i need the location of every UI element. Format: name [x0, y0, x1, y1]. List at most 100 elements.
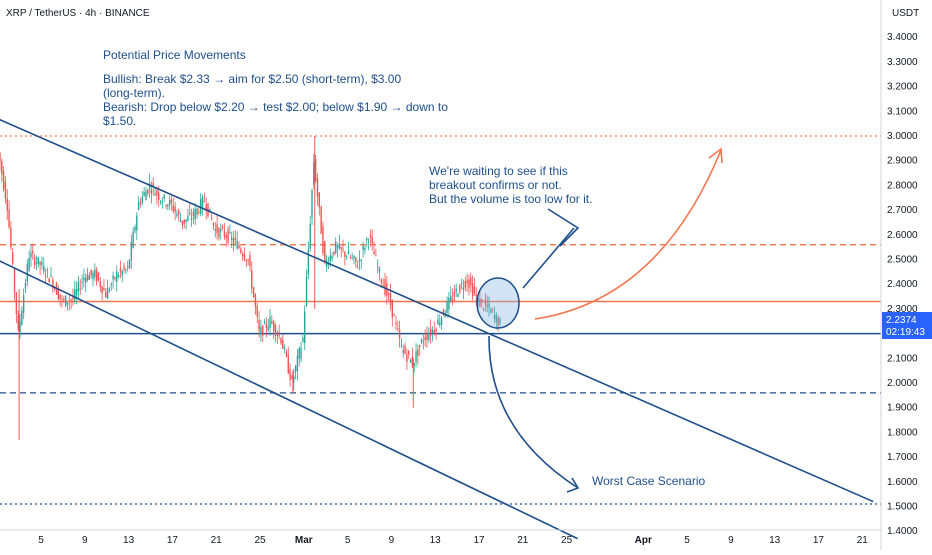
candle-body: [143, 192, 145, 196]
candle-body: [446, 301, 448, 313]
candle-body: [172, 205, 175, 212]
candle-body: [15, 292, 18, 315]
time-tick-label: 21: [211, 535, 223, 546]
time-tick-label: 9: [728, 535, 734, 546]
candle-body: [236, 241, 238, 249]
candle-body: [367, 240, 370, 242]
candle-body: [491, 308, 494, 310]
candle-body: [97, 272, 100, 281]
candle-body: [387, 293, 390, 295]
waiting-note-line-2: breakout confirms or not.: [429, 178, 562, 192]
candle-body: [1, 161, 3, 175]
candle-body: [181, 220, 184, 226]
candle-body: [216, 224, 218, 234]
candle-body: [360, 259, 362, 261]
price-tick-label: 2.5000: [887, 255, 918, 266]
candle-body: [291, 376, 293, 378]
candle-body: [329, 255, 331, 262]
candle-body: [466, 280, 468, 284]
horizontal-levels: [0, 135, 881, 505]
candle-body: [406, 354, 408, 362]
candle-body: [218, 228, 220, 238]
candle-body: [86, 274, 89, 281]
candle-body: [262, 325, 264, 336]
candle-body: [207, 203, 209, 217]
candle-body: [123, 266, 125, 270]
candle-body: [243, 254, 246, 260]
candle-body: [296, 355, 299, 371]
candle-body: [205, 204, 207, 212]
candle-body: [287, 354, 289, 374]
candle-body: [400, 345, 403, 347]
candle-body: [302, 337, 304, 342]
candle-body: [429, 328, 432, 336]
candle-body: [366, 238, 368, 240]
candle-body: [187, 216, 189, 221]
time-tick-label: 25: [254, 535, 266, 546]
candle-body: [75, 289, 78, 296]
candle-body: [203, 201, 206, 203]
candle-body: [431, 329, 434, 334]
candle-body: [479, 298, 481, 307]
candle-body: [322, 226, 324, 254]
candle-body: [428, 335, 430, 340]
candle-body: [267, 326, 269, 331]
price-tick-label: 3.0000: [887, 131, 918, 142]
channel-upper[interactable]: [0, 114, 874, 503]
candle-body: [21, 310, 23, 325]
breakout-pointer-line[interactable]: [522, 227, 575, 289]
time-tick-label: 13: [769, 535, 781, 546]
candle-body: [85, 277, 87, 283]
candle-body: [83, 277, 85, 281]
candle-body: [165, 205, 167, 207]
bearish-line-2: $1.50.: [103, 114, 136, 128]
candle-body: [117, 275, 120, 278]
candle-body: [402, 349, 404, 353]
descending-channel[interactable]: [0, 114, 874, 540]
candle-body: [451, 298, 454, 301]
candle-body: [488, 303, 490, 308]
candle-body: [391, 299, 394, 318]
candle-body: [495, 314, 498, 323]
candle-body: [351, 257, 353, 259]
candle-body: [179, 220, 182, 222]
candle-body: [185, 219, 187, 222]
candle-body: [119, 268, 122, 272]
candle-body: [189, 212, 191, 214]
candle-body: [32, 250, 34, 254]
bullish-path-arrow[interactable]: [534, 149, 722, 320]
bearish-path-arrow[interactable]: [488, 335, 579, 489]
waiting-note-line-1: We're waiting to see if this: [429, 164, 568, 178]
candle-body: [79, 288, 81, 290]
candle-body: [137, 201, 140, 210]
candle-body: [148, 183, 151, 190]
candle-body: [41, 262, 43, 265]
candle-body: [347, 251, 350, 255]
candle-body: [398, 329, 401, 339]
waiting-note-line-3: But the volume is too low for it.: [429, 192, 592, 206]
time-axis-ticks[interactable]: 5 9 13 17 21 25 Mar 5 9 13 17 21 25 Apr 5 9 13 17 21: [38, 535, 868, 546]
price-tick-label: 1.5000: [887, 502, 918, 513]
candle-body: [2, 171, 5, 189]
candle-body: [382, 285, 384, 287]
price-axis-ticks[interactable]: 3.4000 3.3000 3.2000 3.1000 3.0000 2.9000 2.80…: [887, 32, 918, 537]
time-tick-label: 17: [813, 535, 825, 546]
candle-body: [141, 196, 143, 203]
candle-body: [74, 289, 76, 300]
breakout-circle[interactable]: [476, 277, 520, 329]
candle-body: [333, 251, 335, 255]
candle-body: [43, 265, 45, 272]
candle-body: [63, 298, 65, 300]
candle-body: [280, 338, 282, 344]
price-tick-label: 2.9000: [887, 156, 918, 167]
candle-body: [471, 283, 474, 297]
candle-body: [145, 191, 147, 201]
candle-body: [92, 272, 94, 280]
candle-body: [6, 198, 8, 211]
channel-lower[interactable]: [0, 255, 578, 540]
candle-body: [101, 286, 103, 294]
price-tick-label: 2.6000: [887, 230, 918, 241]
candle-body: [24, 283, 27, 289]
